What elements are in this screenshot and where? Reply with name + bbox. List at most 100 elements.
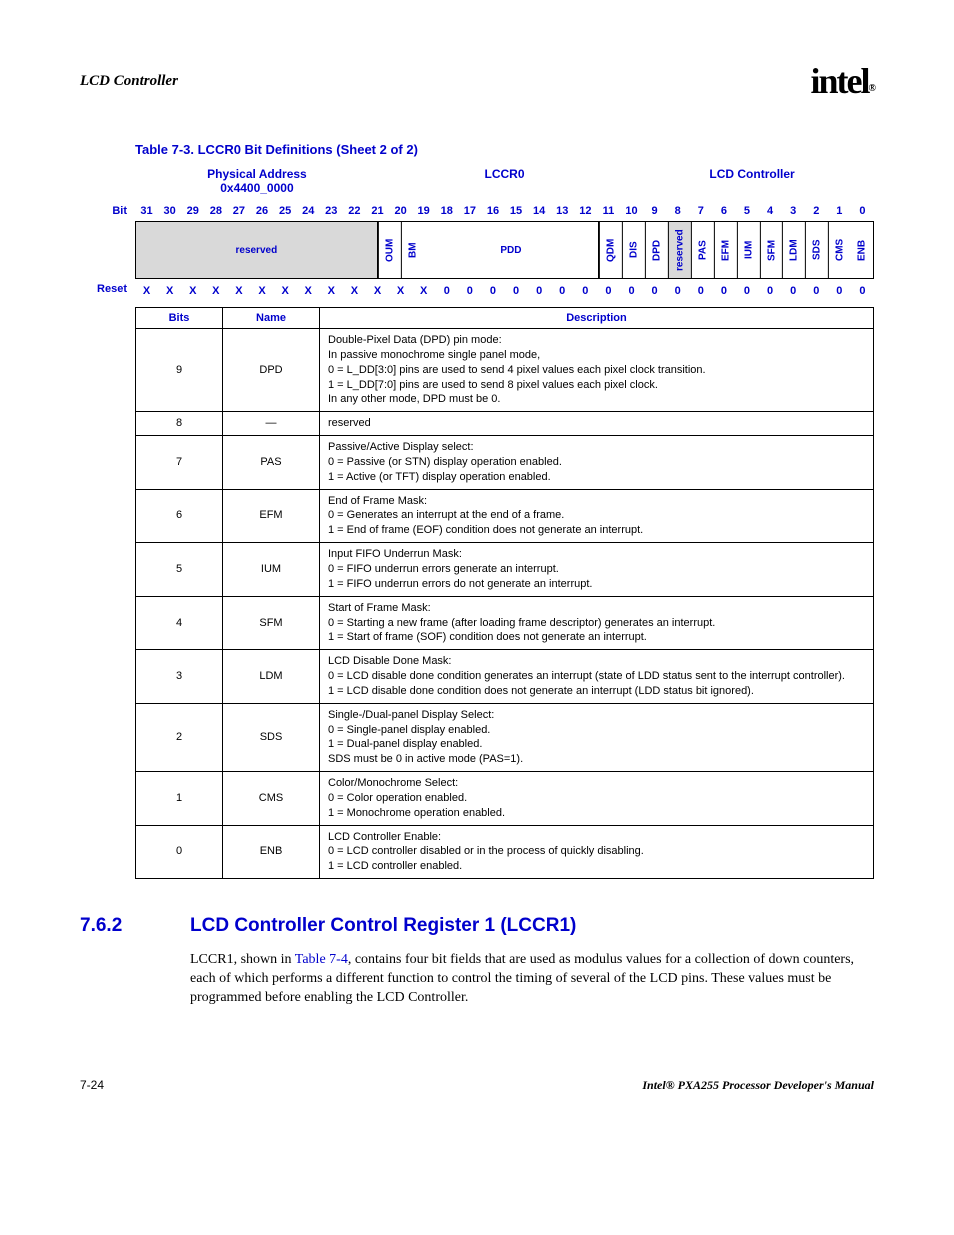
- field-sds: SDS: [805, 222, 828, 278]
- reset-value: 0: [782, 283, 805, 299]
- field-reserved-8: reserved: [668, 222, 691, 278]
- reset-value: X: [297, 283, 320, 299]
- cell-name: DPD: [223, 329, 320, 412]
- cell-desc: Single-/Dual-panel Display Select:0 = Si…: [320, 703, 874, 771]
- cell-name: ENB: [223, 825, 320, 879]
- section-heading: 7.6.2 LCD Controller Control Register 1 …: [80, 915, 874, 937]
- field-pdd: PDD: [423, 222, 599, 278]
- field-sfm: SFM: [760, 222, 783, 278]
- manual-title: Intel® PXA255 Processor Developer's Manu…: [642, 1078, 874, 1093]
- reset-value: X: [158, 283, 181, 299]
- description-table: Bits Name Description 9DPDDouble-Pixel D…: [135, 307, 874, 879]
- reset-value: X: [135, 283, 158, 299]
- bit-number: 17: [458, 201, 481, 221]
- bit-number: 28: [204, 201, 227, 221]
- bit-number: 24: [297, 201, 320, 221]
- reset-label: Reset: [80, 283, 135, 299]
- page-footer: 7-24 Intel® PXA255 Processor Developer's…: [80, 1078, 874, 1093]
- cell-bits: 1: [136, 772, 223, 826]
- page-number: 7-24: [80, 1078, 104, 1093]
- cell-name: CMS: [223, 772, 320, 826]
- bit-number: 4: [759, 201, 782, 221]
- table-row: 2SDSSingle-/Dual-panel Display Select:0 …: [136, 703, 874, 771]
- bit-number-row: Bit 313029282726252423222120191817161514…: [80, 201, 874, 221]
- table-row: 8—reserved: [136, 412, 874, 436]
- field-dis: DIS: [622, 222, 645, 278]
- section-number: 7.6.2: [80, 915, 190, 937]
- reset-row: Reset XXXXXXXXXXXXX0000000000000000000: [80, 283, 874, 299]
- bit-number: 7: [689, 201, 712, 221]
- bit-number: 16: [481, 201, 504, 221]
- field-qdm: QDM: [599, 222, 622, 278]
- cell-name: IUM: [223, 543, 320, 597]
- bit-number: 27: [227, 201, 250, 221]
- bit-number: 6: [712, 201, 735, 221]
- phys-addr: Physical Address 0x4400_0000: [135, 167, 379, 195]
- cell-desc: LCD Disable Done Mask:0 = LCD disable do…: [320, 650, 874, 704]
- bit-number: 14: [528, 201, 551, 221]
- bit-number: 12: [574, 201, 597, 221]
- reset-value: 0: [666, 283, 689, 299]
- field-bm: BM: [401, 222, 424, 278]
- reset-value: X: [227, 283, 250, 299]
- table-row: 9DPDDouble-Pixel Data (DPD) pin mode:In …: [136, 329, 874, 412]
- cell-name: SFM: [223, 596, 320, 650]
- bit-number: 25: [274, 201, 297, 221]
- bit-name-row: reserved OUM BM PDD QDM DIS DPD reserved…: [80, 221, 874, 279]
- table-row: 3LDMLCD Disable Done Mask:0 = LCD disabl…: [136, 650, 874, 704]
- cell-desc: Start of Frame Mask:0 = Starting a new f…: [320, 596, 874, 650]
- reset-value: X: [412, 283, 435, 299]
- field-pas: PAS: [691, 222, 714, 278]
- cell-bits: 6: [136, 489, 223, 543]
- field-oum: OUM: [378, 222, 401, 278]
- bit-number: 26: [250, 201, 273, 221]
- bit-number: 23: [320, 201, 343, 221]
- page-header: LCD Controller intel®: [80, 60, 874, 102]
- cell-bits: 4: [136, 596, 223, 650]
- cell-bits: 5: [136, 543, 223, 597]
- reset-value: 0: [828, 283, 851, 299]
- register-header-row: Physical Address 0x4400_0000 LCCR0 LCD C…: [135, 167, 874, 195]
- cell-bits: 2: [136, 703, 223, 771]
- bit-number: 10: [620, 201, 643, 221]
- cell-name: SDS: [223, 703, 320, 771]
- table-row: 6EFMEnd of Frame Mask:0 = Generates an i…: [136, 489, 874, 543]
- cell-desc: reserved: [320, 412, 874, 436]
- section-body: LCCR1, shown in Table 7-4, contains four…: [190, 951, 874, 1008]
- bit-number: 1: [828, 201, 851, 221]
- col-name: Name: [223, 308, 320, 329]
- reset-value: 0: [435, 283, 458, 299]
- reset-value: X: [389, 283, 412, 299]
- bit-number: 29: [181, 201, 204, 221]
- bit-number: 31: [135, 201, 158, 221]
- cell-name: PAS: [223, 436, 320, 490]
- cell-desc: LCD Controller Enable:0 = LCD controller…: [320, 825, 874, 879]
- table-link[interactable]: Table 7-4: [295, 952, 348, 967]
- table-row: 4SFMStart of Frame Mask:0 = Starting a n…: [136, 596, 874, 650]
- reset-value: 0: [689, 283, 712, 299]
- reset-value: 0: [528, 283, 551, 299]
- cell-desc: End of Frame Mask:0 = Generates an inter…: [320, 489, 874, 543]
- section-title: LCD Controller Control Register 1 (LCCR1…: [190, 915, 576, 937]
- bit-label: Bit: [80, 205, 135, 217]
- bit-number: 9: [643, 201, 666, 221]
- bit-number: 3: [782, 201, 805, 221]
- bit-number: 15: [505, 201, 528, 221]
- reset-value: X: [250, 283, 273, 299]
- reset-value: X: [343, 283, 366, 299]
- cell-desc: Passive/Active Display select:0 = Passiv…: [320, 436, 874, 490]
- bit-number: 0: [851, 201, 874, 221]
- field-ium: IUM: [737, 222, 760, 278]
- reset-value: X: [204, 283, 227, 299]
- reset-value: 0: [735, 283, 758, 299]
- reset-value: X: [181, 283, 204, 299]
- table-row: 1CMSColor/Monochrome Select:0 = Color op…: [136, 772, 874, 826]
- table-row: 0ENBLCD Controller Enable:0 = LCD contro…: [136, 825, 874, 879]
- cell-bits: 7: [136, 436, 223, 490]
- bit-number: 21: [366, 201, 389, 221]
- bit-number: 11: [597, 201, 620, 221]
- field-enb: ENB: [851, 222, 873, 278]
- cell-desc: Input FIFO Underrun Mask:0 = FIFO underr…: [320, 543, 874, 597]
- field-reserved: reserved: [136, 222, 378, 278]
- reset-value: 0: [505, 283, 528, 299]
